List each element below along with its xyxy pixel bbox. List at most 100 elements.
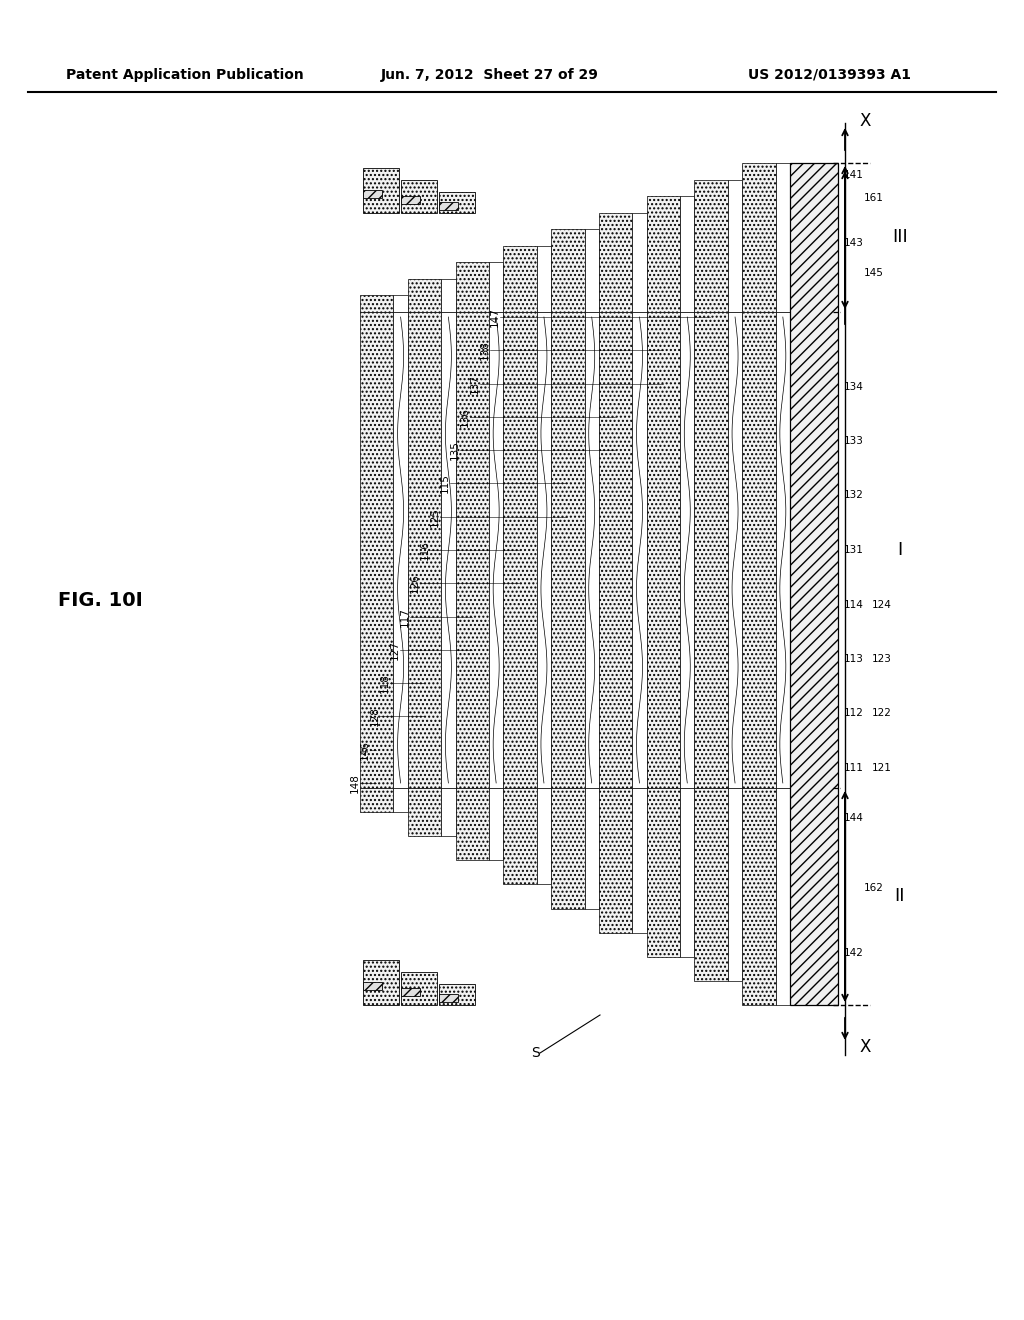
Bar — [585, 788, 599, 908]
Text: III: III — [892, 228, 908, 246]
Bar — [362, 960, 399, 1005]
Bar — [680, 788, 694, 957]
Bar — [504, 246, 537, 312]
Bar — [489, 788, 504, 861]
Text: Jun. 7, 2012  Sheet 27 of 29: Jun. 7, 2012 Sheet 27 of 29 — [381, 69, 599, 82]
Text: 128: 128 — [370, 706, 380, 726]
Bar — [408, 788, 441, 837]
Text: 133: 133 — [844, 436, 864, 446]
Bar — [790, 162, 838, 1005]
Bar — [680, 312, 694, 788]
Bar — [439, 202, 458, 210]
Text: 113: 113 — [844, 653, 864, 664]
Bar — [489, 263, 504, 312]
Text: 123: 123 — [872, 653, 892, 664]
Bar — [362, 168, 399, 213]
Bar — [585, 312, 599, 788]
Bar — [401, 180, 437, 213]
Bar — [456, 263, 489, 312]
Text: 145: 145 — [864, 268, 884, 279]
Bar — [439, 994, 458, 1002]
Bar — [585, 230, 599, 312]
Text: X: X — [859, 1038, 870, 1056]
Bar — [599, 312, 633, 788]
Text: 132: 132 — [844, 491, 864, 500]
Text: US 2012/0139393 A1: US 2012/0139393 A1 — [749, 69, 911, 82]
Text: 142: 142 — [844, 948, 864, 958]
Text: 112: 112 — [844, 709, 864, 718]
Text: 121: 121 — [872, 763, 892, 774]
Text: 162: 162 — [864, 883, 884, 894]
Text: 141: 141 — [844, 170, 864, 180]
Bar — [647, 312, 680, 788]
Text: 116: 116 — [420, 540, 430, 560]
Bar — [439, 191, 475, 213]
Bar — [633, 213, 647, 312]
Text: 127: 127 — [390, 640, 400, 660]
Text: 143: 143 — [844, 238, 864, 248]
Text: 115: 115 — [440, 474, 450, 494]
Bar — [694, 180, 728, 312]
Bar — [742, 788, 775, 1005]
Text: Patent Application Publication: Patent Application Publication — [67, 69, 304, 82]
Bar — [537, 788, 551, 884]
Text: 137: 137 — [470, 374, 480, 393]
Text: 148: 148 — [350, 774, 360, 793]
Text: X: X — [859, 112, 870, 129]
Text: S: S — [530, 1045, 540, 1060]
Bar — [401, 987, 420, 997]
Bar — [393, 788, 408, 812]
Text: II: II — [895, 887, 905, 906]
Bar — [775, 312, 790, 788]
Bar — [633, 788, 647, 933]
Bar — [408, 279, 441, 312]
Text: 118: 118 — [380, 673, 390, 693]
Bar — [694, 312, 728, 788]
Bar — [456, 788, 489, 861]
Bar — [456, 312, 489, 788]
Text: 124: 124 — [872, 599, 892, 610]
Bar — [537, 246, 551, 312]
Text: 135: 135 — [450, 440, 460, 461]
Bar — [633, 312, 647, 788]
Bar — [393, 312, 408, 788]
Bar — [728, 312, 742, 788]
Bar — [362, 190, 382, 198]
Bar — [441, 312, 456, 788]
Text: 122: 122 — [872, 709, 892, 718]
Bar — [680, 197, 694, 312]
Text: 126: 126 — [410, 573, 420, 593]
Bar — [647, 197, 680, 312]
Text: 134: 134 — [844, 381, 864, 392]
Text: 138: 138 — [480, 341, 490, 360]
Text: 144: 144 — [844, 813, 864, 822]
Bar — [504, 312, 537, 788]
Text: 147: 147 — [490, 308, 500, 327]
Bar — [694, 788, 728, 981]
Bar — [742, 312, 775, 788]
Bar — [360, 312, 393, 788]
Text: 117: 117 — [400, 607, 410, 627]
Text: 111: 111 — [844, 763, 864, 774]
Text: 131: 131 — [844, 545, 864, 554]
Bar — [360, 296, 393, 312]
Text: I: I — [897, 541, 902, 558]
Bar — [441, 788, 456, 837]
Bar — [489, 312, 504, 788]
Bar — [504, 788, 537, 884]
Bar — [551, 788, 585, 908]
Bar — [775, 162, 790, 312]
Bar — [439, 983, 475, 1005]
Bar — [775, 788, 790, 1005]
Text: 146: 146 — [360, 739, 370, 759]
Bar — [647, 788, 680, 957]
Text: FIG. 10I: FIG. 10I — [57, 590, 142, 610]
Bar — [362, 982, 382, 990]
Bar — [728, 180, 742, 312]
Bar — [401, 195, 420, 205]
Bar — [599, 788, 633, 933]
Bar — [728, 788, 742, 981]
Bar — [551, 312, 585, 788]
Bar — [360, 788, 393, 812]
Bar — [551, 230, 585, 312]
